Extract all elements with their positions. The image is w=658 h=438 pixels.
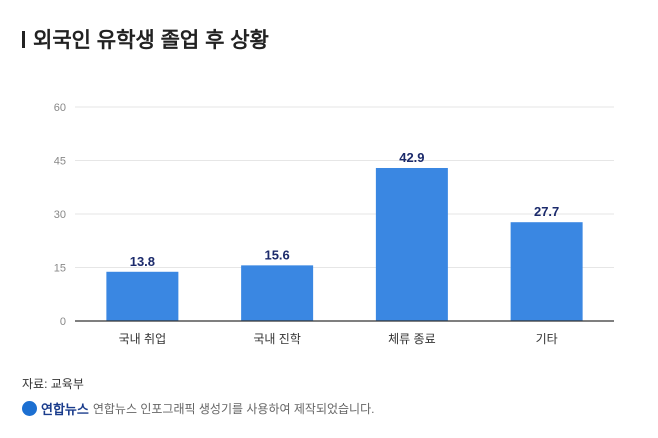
- credit-text: 연합뉴스 인포그래픽 생성기를 사용하여 제작되었습니다.: [92, 402, 375, 416]
- data-label: 27.7: [534, 204, 559, 219]
- data-label: 15.6: [264, 247, 289, 262]
- title-text: 외국인 유학생 졸업 후 상황: [33, 29, 269, 52]
- y-tick-label: 45: [54, 156, 66, 168]
- chart-title: 외국인 유학생 졸업 후 상황: [22, 24, 269, 54]
- x-tick-label: 체류 종료: [388, 332, 436, 346]
- y-tick-label: 15: [54, 263, 66, 275]
- x-tick-label: 국내 진학: [253, 332, 301, 346]
- y-tick-label: 30: [54, 209, 66, 221]
- title-marker: [22, 31, 25, 48]
- source-text: 자료: 교육부: [22, 377, 84, 391]
- y-tick-label: 0: [60, 316, 66, 328]
- credit: 연합뉴스 연합뉴스 인포그래픽 생성기를 사용하여 제작되었습니다.: [22, 399, 374, 418]
- data-label: 13.8: [130, 254, 155, 269]
- x-tick-label: 국내 취업: [119, 332, 167, 346]
- bar: [241, 265, 314, 321]
- yonhap-logo-icon: [22, 401, 37, 416]
- y-tick-label: 60: [54, 102, 66, 114]
- brand-name: 연합뉴스: [41, 402, 89, 417]
- bar: [375, 167, 448, 321]
- data-label: 42.9: [399, 150, 424, 165]
- bar: [106, 271, 179, 321]
- x-tick-label: 기타: [536, 332, 558, 346]
- bar: [510, 222, 583, 321]
